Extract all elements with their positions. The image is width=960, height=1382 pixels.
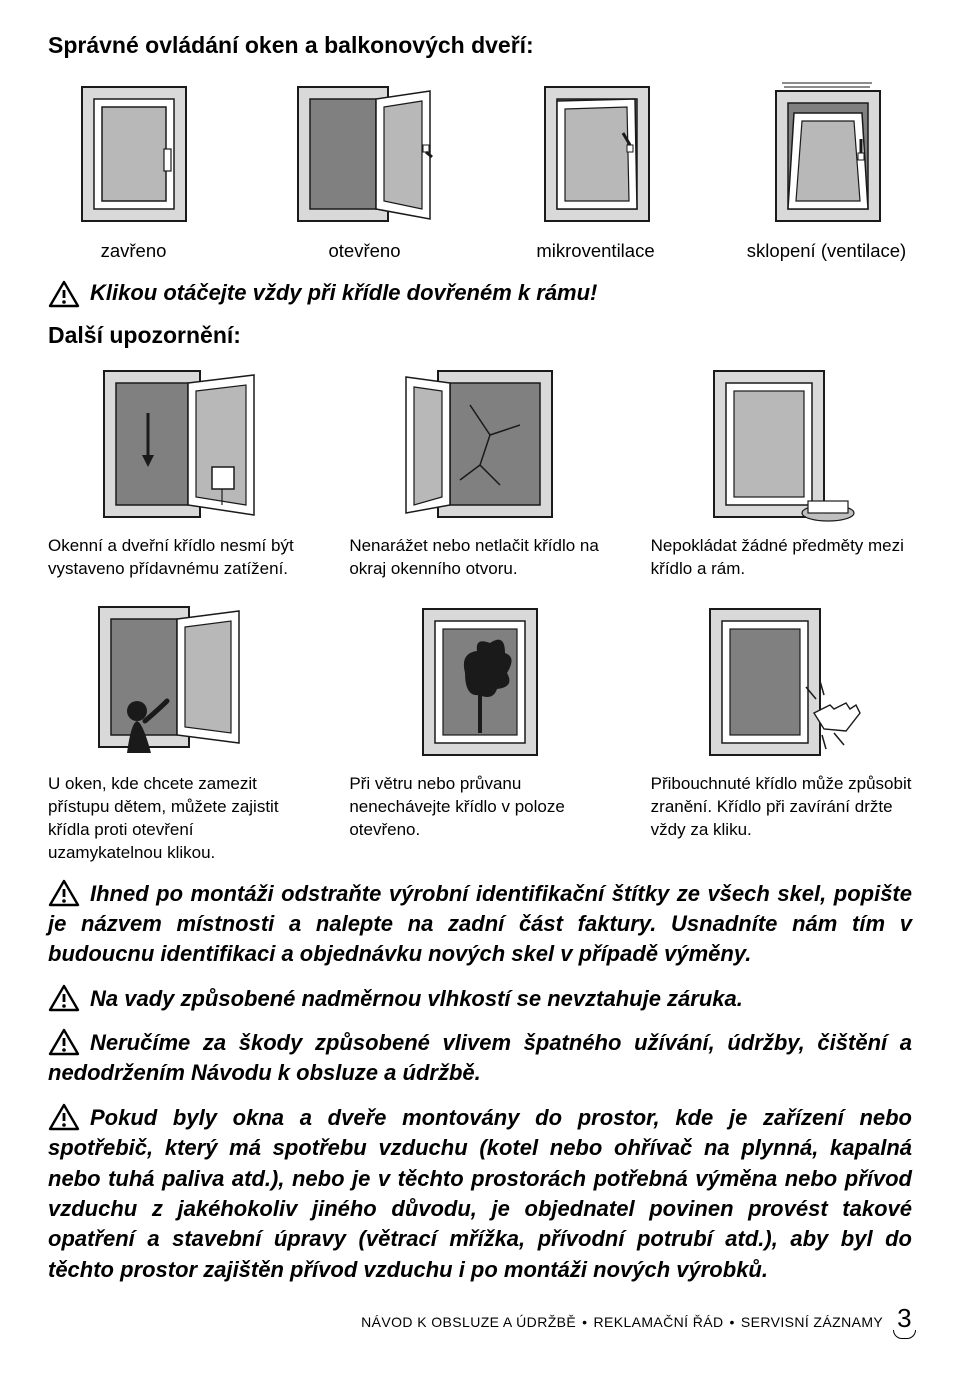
warning-cell: Okenní a dveřní křídlo nesmí být vystave… [48,365,309,581]
warn-para-text: Na vady způsobené nadměrnou vlhkostí se … [90,986,743,1011]
figure-no-load [48,365,309,525]
warning-icon [48,879,80,907]
warning-cell: Přibouchnuté křídlo může způsobit zraněn… [651,603,912,865]
warning-cell: Při větru nebo průvanu nenechávejte kříd… [349,603,610,865]
warning-icon [48,1103,80,1131]
warn-para-1: Ihned po montáži odstraňte výrobní ident… [48,879,912,970]
warn-rotate: Klikou otáčejte vždy při křídle dovřeném… [48,278,912,308]
warning-text: Přibouchnuté křídlo může způsobit zraněn… [651,773,912,842]
figure-wind [349,603,610,763]
footer-part: SERVISNÍ ZÁZNAMY [741,1314,883,1330]
warn-para-3: Neručíme za škody způsobené vlivem špatn… [48,1028,912,1089]
warning-text: Okenní a dveřní křídlo nesmí být vystave… [48,535,309,581]
figure-no-slam [349,365,610,525]
footer-text: NÁVOD K OBSLUZE A ÚDRŽBĚ•REKLAMAČNÍ ŘÁD•… [361,1313,883,1332]
position-label: mikroventilace [510,239,681,264]
warn-para-text: Neručíme za škody způsobené vlivem špatn… [48,1030,912,1085]
position-label: sklopení (ventilace) [741,239,912,264]
page-heading: Správné ovládání oken a balkonových dveř… [48,30,912,61]
warn-para-2: Na vady způsobené nadměrnou vlhkostí se … [48,984,912,1014]
warn-para-text: Ihned po montáži odstraňte výrobní ident… [48,881,912,967]
footer: NÁVOD K OBSLUZE A ÚDRŽBĚ•REKLAMAČNÍ ŘÁD•… [48,1307,912,1335]
warning-cell: U oken, kde chcete zamezit přístupu děte… [48,603,309,865]
warning-text: Nepokládat žádné předměty mezi křídlo a … [651,535,912,581]
figure-child-lock [48,603,309,763]
footer-part: REKLAMAČNÍ ŘÁD [593,1314,723,1330]
warnings-row-2: U oken, kde chcete zamezit přístupu děte… [48,603,912,865]
position-tilt: sklopení (ventilace) [741,79,912,264]
page-number-wrap: 3 [897,1307,912,1335]
page-number: 3 [897,1303,912,1333]
warning-text: U oken, kde chcete zamezit přístupu děte… [48,773,309,865]
warning-icon [48,984,80,1012]
position-label: zavřeno [48,239,219,264]
warn-rotate-text: Klikou otáčejte vždy při křídle dovřeném… [90,278,597,308]
figure-tilt [741,79,912,229]
warnings-row-1: Okenní a dveřní křídlo nesmí být vystave… [48,365,912,581]
figure-open [279,79,450,229]
warn-para-4: Pokud byly okna a dveře montovány do pro… [48,1103,912,1285]
figure-closed [48,79,219,229]
position-micro: mikroventilace [510,79,681,264]
warn-para-text: Pokud byly okna a dveře montovány do pro… [48,1105,912,1282]
figure-micro [510,79,681,229]
warning-cell: Nenarážet nebo netlačit křídlo na okraj … [349,365,610,581]
warning-cell: Nepokládat žádné předměty mezi křídlo a … [651,365,912,581]
warning-icon [48,1028,80,1056]
position-open: otevřeno [279,79,450,264]
footer-part: NÁVOD K OBSLUZE A ÚDRŽBĚ [361,1314,576,1330]
figure-no-objects [651,365,912,525]
positions-row: zavřeno otevřeno [48,79,912,264]
warning-text: Při větru nebo průvanu nenechávejte kříd… [349,773,610,842]
subheading: Další upozornění: [48,320,912,351]
position-label: otevřeno [279,239,450,264]
figure-pinch [651,603,912,763]
position-closed: zavřeno [48,79,219,264]
warning-text: Nenarážet nebo netlačit křídlo na okraj … [349,535,610,581]
warning-icon [48,280,80,308]
